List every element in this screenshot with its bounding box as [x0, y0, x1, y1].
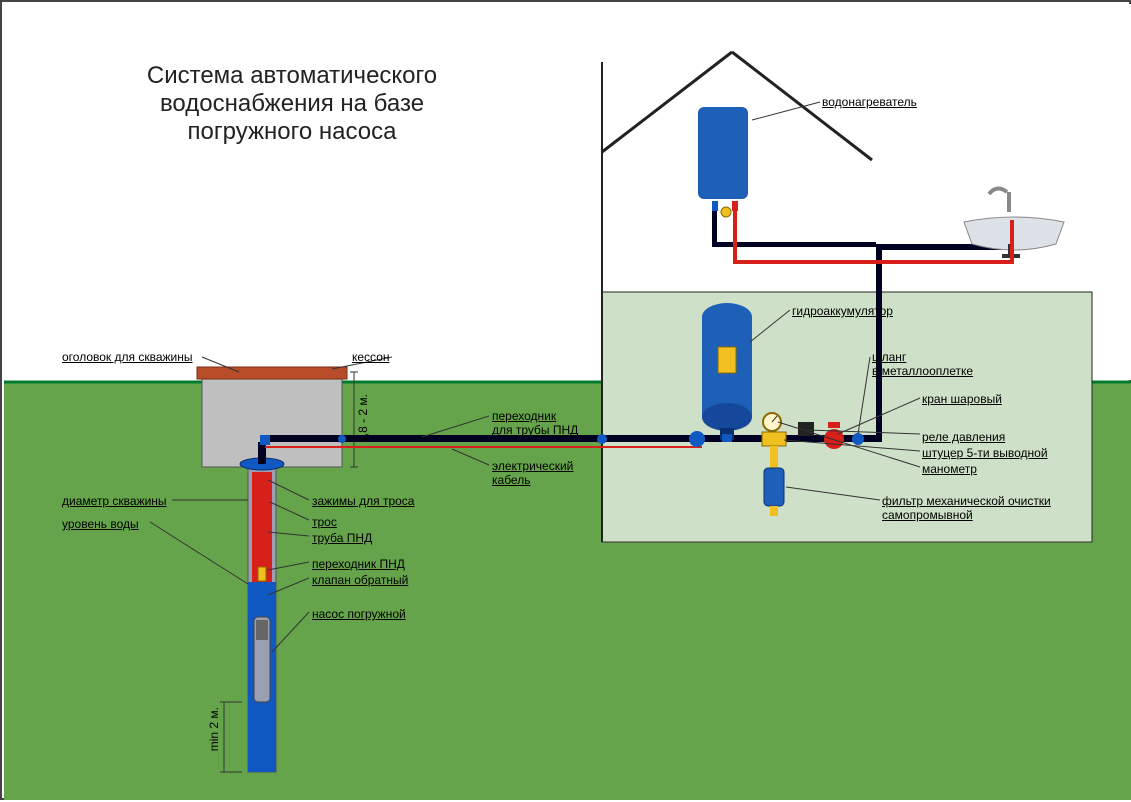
- vlbl-min: min 2 м.: [207, 707, 221, 751]
- lbl-clamps: зажимы для троса: [312, 494, 414, 508]
- hot-pipe: [733, 260, 1013, 264]
- lbl-hose: шланг: [872, 350, 906, 364]
- lbl-caisson: кессон: [352, 350, 390, 364]
- lbl-well-dia: диаметр скважины: [62, 494, 167, 508]
- lbl-ecable: электрический: [492, 459, 573, 473]
- lbl-pnd-pipe: труба ПНД: [312, 531, 372, 545]
- lbl-check-valve: клапан обратный: [312, 573, 408, 587]
- caisson-body: [202, 377, 342, 467]
- lbl-pnd-adapter: переходник ПНД: [312, 557, 405, 571]
- lbl-hose2: в металлооплетке: [872, 364, 973, 378]
- pnd-adapter-shape: [258, 567, 266, 581]
- lbl-ball-valve: кран шаровый: [922, 392, 1002, 406]
- lbl-adapter2: для трубы ПНД: [492, 423, 578, 437]
- lbl-rope: трос: [312, 515, 337, 529]
- mech-filter: [764, 468, 784, 506]
- cold-pipe-up: [876, 247, 882, 442]
- diagram-title: Система автоматического водоснабжения на…: [82, 62, 502, 146]
- lbl-water-heater: водонагреватель: [822, 95, 917, 109]
- fitting-5way: [762, 432, 786, 446]
- well-red: [252, 472, 272, 582]
- heater-valve: [721, 207, 731, 217]
- caisson-lid: [197, 367, 347, 379]
- lbl-wellhead: оголовок для скважины: [62, 350, 193, 364]
- lbl-fitting5: штуцер 5-ти выводной: [922, 446, 1048, 460]
- pnd-fitting: [689, 431, 705, 447]
- title-line-2: водоснабжения на базе: [82, 90, 502, 118]
- lbl-manometer: манометр: [922, 462, 977, 476]
- title-line-1: Система автоматического: [82, 62, 502, 90]
- title-line-3: погружного насоса: [82, 118, 502, 146]
- lbl-filter1: фильтр механической очистки: [882, 494, 1051, 508]
- faucet: [1007, 192, 1011, 212]
- hose-joint: [852, 433, 864, 445]
- water-heater: [698, 107, 748, 199]
- lbl-filter2: самопромывной: [882, 508, 973, 522]
- lbl-pump: насос погружной: [312, 607, 406, 621]
- lbl-water-level: уровень воды: [62, 517, 139, 531]
- diagram-page: Система автоматического водоснабжения на…: [0, 0, 1131, 800]
- lbl-ecable2: кабель: [492, 473, 530, 487]
- hydro-label-plate: [718, 347, 736, 373]
- ball-valve: [824, 429, 844, 449]
- lbl-hydro: гидроаккумулятор: [792, 304, 893, 318]
- vlbl-depth: 1,8 - 2 м.: [356, 394, 370, 443]
- lbl-adapter: переходник: [492, 409, 556, 423]
- lbl-relay: реле давления: [922, 430, 1005, 444]
